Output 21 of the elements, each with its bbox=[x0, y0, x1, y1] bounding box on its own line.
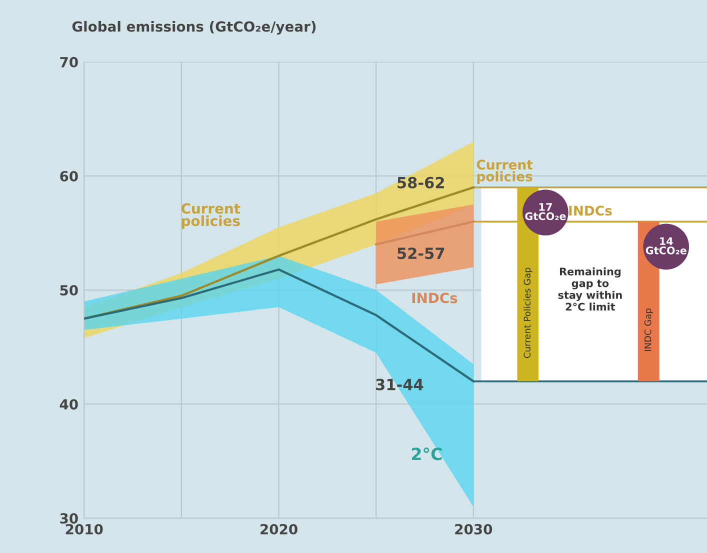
y-tick-label: 50 bbox=[60, 285, 78, 296]
annotation: Current Policies Gap bbox=[524, 268, 532, 358]
annotation: 52-57 bbox=[398, 248, 444, 260]
x-tick-label: 2020 bbox=[260, 524, 298, 534]
annotation: 58-62 bbox=[398, 176, 444, 188]
y-tick-label: 70 bbox=[60, 56, 78, 68]
y-tick-label: 40 bbox=[60, 399, 78, 410]
annotation: 2°C bbox=[412, 448, 442, 460]
y-tick-label: 60 bbox=[60, 170, 78, 182]
y-tick-label: 30 bbox=[60, 513, 78, 524]
annotation: Remaining gap to stay within 2°C limit bbox=[558, 267, 622, 311]
ref-line-label: Current policies bbox=[476, 160, 533, 184]
y-axis-title: Global emissions (GtCO₂e/year) bbox=[72, 21, 316, 35]
annotation: Current policies bbox=[181, 203, 240, 229]
annotation: INDCs bbox=[412, 292, 458, 304]
x-tick-label: 2010 bbox=[66, 524, 103, 534]
ref-line-label: INDCs bbox=[569, 206, 612, 216]
data-label: 17 GtCO₂e bbox=[525, 203, 566, 220]
x-tick-label: 2030 bbox=[455, 524, 492, 534]
data-label: 14 GtCO₂e bbox=[646, 237, 686, 254]
annotation: INDC Gap bbox=[644, 308, 653, 351]
